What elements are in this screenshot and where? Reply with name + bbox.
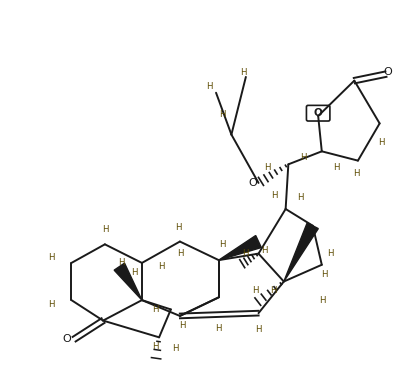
Text: H: H (118, 258, 125, 267)
Text: H: H (255, 325, 262, 334)
Text: H: H (353, 169, 359, 178)
FancyBboxPatch shape (307, 106, 330, 121)
Text: H: H (152, 305, 159, 314)
Text: H: H (179, 321, 186, 330)
Text: O: O (248, 178, 257, 188)
Text: H: H (206, 82, 213, 91)
Text: H: H (261, 246, 267, 255)
Text: O: O (313, 108, 322, 118)
Polygon shape (219, 235, 261, 260)
Text: H: H (300, 153, 307, 162)
Text: H: H (319, 296, 326, 305)
Text: H: H (48, 300, 55, 309)
Text: H: H (272, 190, 278, 199)
Text: H: H (175, 223, 181, 232)
Polygon shape (284, 223, 318, 282)
Text: H: H (297, 193, 303, 202)
Text: H: H (48, 253, 55, 262)
Text: H: H (333, 163, 339, 172)
Text: H: H (219, 109, 226, 118)
Text: H: H (102, 225, 109, 234)
Text: H: H (172, 344, 179, 353)
Text: H: H (132, 268, 138, 277)
Text: H: H (240, 68, 247, 77)
Text: H: H (242, 249, 249, 258)
Text: H: H (177, 249, 183, 258)
Text: H: H (270, 286, 276, 295)
Text: H: H (378, 138, 385, 147)
Text: H: H (252, 286, 258, 295)
Text: H: H (219, 240, 226, 249)
Text: H: H (159, 262, 165, 271)
Text: H: H (321, 269, 328, 278)
Text: H: H (264, 163, 271, 172)
Text: H: H (328, 249, 334, 258)
Text: H: H (215, 323, 222, 332)
Polygon shape (114, 263, 142, 300)
Text: O: O (62, 334, 71, 344)
Text: O: O (383, 67, 392, 77)
Text: H: H (152, 342, 159, 351)
